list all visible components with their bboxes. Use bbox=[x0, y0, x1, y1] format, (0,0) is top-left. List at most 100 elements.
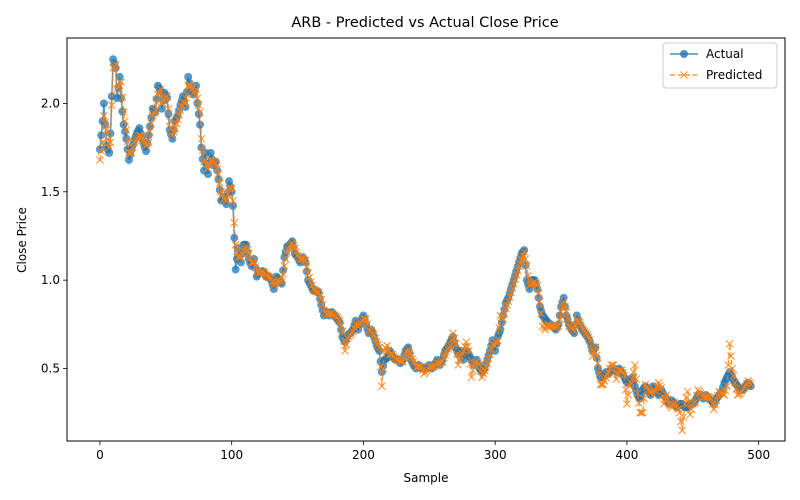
data-point-predicted bbox=[250, 258, 258, 267]
series-predicted bbox=[96, 60, 755, 435]
data-point-predicted bbox=[248, 258, 257, 267]
chart-title: ARB - Predicted vs Actual Close Price bbox=[291, 15, 558, 31]
data-point-predicted bbox=[121, 117, 129, 125]
data-point-predicted bbox=[338, 327, 347, 336]
data-point-predicted bbox=[451, 339, 460, 348]
data-point-predicted bbox=[229, 196, 237, 205]
data-point-predicted bbox=[304, 269, 313, 278]
data-point-predicted bbox=[594, 359, 602, 368]
data-point-predicted bbox=[554, 322, 563, 331]
data-point-predicted bbox=[703, 392, 712, 401]
y-tick-label: 1.0 bbox=[41, 273, 60, 287]
data-point-predicted bbox=[633, 389, 642, 398]
data-point-predicted bbox=[562, 308, 571, 316]
data-point-predicted bbox=[620, 371, 629, 380]
data-point-predicted bbox=[632, 375, 641, 384]
data-point-predicted bbox=[192, 85, 201, 94]
data-point-predicted bbox=[198, 146, 207, 155]
data-point-predicted bbox=[563, 315, 572, 323]
data-point-predicted bbox=[507, 288, 515, 297]
data-point-predicted bbox=[280, 262, 289, 270]
data-point-predicted bbox=[512, 270, 521, 279]
x-tick-label: 500 bbox=[747, 448, 770, 462]
data-point-predicted bbox=[281, 255, 290, 263]
data-point-predicted bbox=[359, 315, 368, 323]
data-point-predicted bbox=[244, 249, 253, 258]
data-point-actual bbox=[231, 265, 240, 274]
data-point-predicted bbox=[197, 134, 206, 143]
y-tick-label: 1.5 bbox=[41, 185, 60, 199]
data-point-predicted bbox=[196, 108, 204, 117]
data-point-predicted bbox=[103, 134, 112, 143]
data-point-predicted bbox=[222, 196, 231, 205]
data-point-predicted bbox=[463, 342, 472, 351]
data-point-predicted bbox=[709, 405, 718, 414]
data-point-actual bbox=[230, 233, 239, 242]
data-point-predicted bbox=[607, 361, 616, 369]
data-point-predicted bbox=[592, 351, 601, 360]
data-point-actual bbox=[105, 148, 114, 157]
data-point-predicted bbox=[630, 361, 639, 369]
data-point-predicted bbox=[524, 271, 533, 280]
data-point-predicted bbox=[176, 106, 185, 115]
data-point-predicted bbox=[175, 110, 183, 119]
data-point-predicted bbox=[277, 277, 286, 286]
x-tick-label: 200 bbox=[352, 448, 375, 462]
data-point-predicted bbox=[227, 184, 236, 193]
data-point-predicted bbox=[446, 341, 455, 350]
data-point-actual bbox=[229, 201, 237, 210]
data-point-predicted bbox=[107, 101, 116, 110]
data-point-predicted bbox=[279, 270, 287, 278]
data-point-predicted bbox=[225, 184, 233, 193]
data-point-predicted bbox=[713, 392, 722, 400]
data-point-predicted bbox=[117, 78, 125, 87]
data-point-predicted bbox=[223, 190, 232, 199]
data-point-predicted bbox=[342, 340, 351, 349]
data-point-predicted bbox=[297, 255, 306, 263]
data-point-predicted bbox=[156, 85, 165, 94]
data-point-predicted bbox=[612, 375, 621, 384]
data-point-predicted bbox=[102, 125, 111, 134]
data-point-predicted bbox=[729, 371, 738, 380]
data-point-actual bbox=[157, 104, 166, 113]
data-point-predicted bbox=[165, 117, 174, 125]
data-point-predicted bbox=[533, 281, 542, 290]
data-point-predicted bbox=[397, 357, 406, 366]
data-point-predicted bbox=[126, 148, 135, 157]
data-point-predicted bbox=[597, 380, 606, 389]
data-point-predicted bbox=[679, 413, 688, 422]
data-point-predicted bbox=[662, 391, 671, 399]
data-point-predicted bbox=[723, 382, 731, 391]
data-point-predicted bbox=[511, 275, 519, 284]
data-point-predicted bbox=[493, 336, 502, 345]
data-point-predicted bbox=[101, 118, 110, 127]
data-point-predicted bbox=[118, 93, 127, 102]
data-point-predicted bbox=[193, 94, 202, 103]
data-point-predicted bbox=[509, 279, 518, 288]
legend-predicted-label: Predicted bbox=[706, 68, 762, 82]
data-point-actual bbox=[142, 147, 151, 156]
data-point-predicted bbox=[629, 368, 638, 376]
data-point-predicted bbox=[231, 240, 240, 249]
data-point-actual bbox=[570, 329, 579, 338]
data-point-predicted bbox=[721, 386, 730, 395]
y-tick-label: 2.0 bbox=[41, 96, 60, 110]
data-point-predicted bbox=[122, 125, 131, 134]
y-tick-label: 0.5 bbox=[41, 362, 60, 376]
data-point-predicted bbox=[495, 323, 504, 332]
data-point-predicted bbox=[595, 369, 604, 378]
data-point-predicted bbox=[172, 119, 181, 128]
data-point-predicted bbox=[464, 346, 473, 355]
x-tick-label: 100 bbox=[220, 448, 243, 462]
legend-predicted-marker bbox=[680, 71, 688, 79]
data-point-predicted bbox=[462, 338, 471, 346]
data-point-predicted bbox=[163, 92, 172, 101]
data-point-predicted bbox=[570, 327, 579, 336]
data-point-predicted bbox=[536, 297, 544, 306]
data-point-actual bbox=[491, 346, 500, 355]
data-point-predicted bbox=[637, 408, 646, 417]
data-point-predicted bbox=[171, 124, 179, 133]
data-point-predicted bbox=[302, 262, 311, 271]
data-point-predicted bbox=[123, 137, 132, 146]
